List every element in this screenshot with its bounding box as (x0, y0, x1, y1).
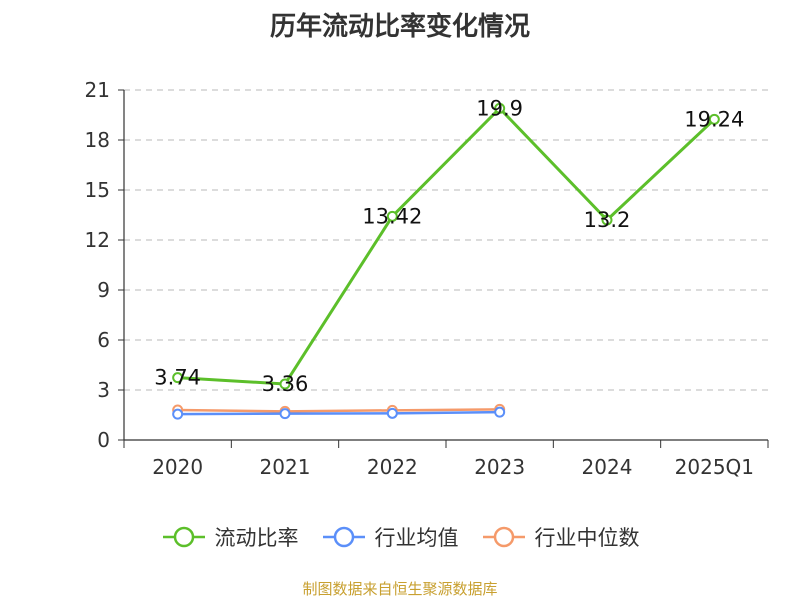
data-label: 3.74 (154, 366, 201, 390)
data-label: 13.42 (362, 204, 422, 228)
x-tick-label: 2025Q1 (675, 455, 754, 479)
data-point (279, 408, 291, 420)
data-label: 19.24 (684, 107, 744, 131)
legend-label-industry-median: 行业中位数 (534, 526, 640, 550)
y-tick-label: 3 (97, 378, 110, 402)
y-tick-label: 21 (85, 78, 110, 102)
legend-line-marker-icon (482, 526, 525, 548)
legend-label-industry-mean: 行业均值 (374, 526, 459, 550)
data-point (172, 372, 184, 384)
data-point (494, 102, 506, 114)
x-tick-label: 2021 (260, 455, 311, 479)
y-tick-label: 6 (97, 328, 110, 352)
y-tick-label: 9 (97, 278, 110, 302)
data-point (172, 408, 184, 420)
series-line-1 (177, 106, 716, 386)
legend-item-industry-mean[interactable]: 行业均值 (321, 522, 459, 552)
data-point (494, 406, 506, 418)
data-point (279, 378, 291, 390)
data-label: 3.36 (262, 372, 309, 396)
x-tick-label: 2022 (367, 455, 418, 479)
legend-item-industry-median[interactable]: 行业中位数 (481, 522, 640, 552)
legend-item-ratio[interactable]: 流动比率 (161, 522, 299, 552)
y-tick-label: 0 (97, 428, 110, 452)
x-tick-label: 2024 (582, 455, 633, 479)
legend-line-marker-icon (162, 526, 205, 548)
data-label: 13.2 (584, 208, 631, 232)
data-point (386, 407, 398, 419)
chart-title: 历年流动比率变化情况 (269, 12, 530, 42)
chart-legend: 流动比率 行业均值 行业中位数 (0, 520, 800, 554)
data-label: 19.9 (476, 96, 523, 120)
series-line-3 (177, 408, 500, 413)
y-tick-label: 18 (85, 128, 110, 152)
x-tick-label: 2020 (152, 455, 203, 479)
legend-line-marker-icon (322, 526, 365, 548)
data-point (386, 210, 398, 222)
series-line-2 (177, 410, 500, 416)
y-tick-label: 15 (85, 178, 110, 202)
data-source-note: 制图数据来自恒生聚源数据库 (302, 580, 498, 598)
data-point (601, 214, 613, 226)
data-point (708, 113, 720, 125)
y-tick-label: 12 (85, 228, 110, 252)
x-tick-label: 2023 (474, 455, 525, 479)
legend-label-ratio: 流动比率 (214, 526, 299, 550)
